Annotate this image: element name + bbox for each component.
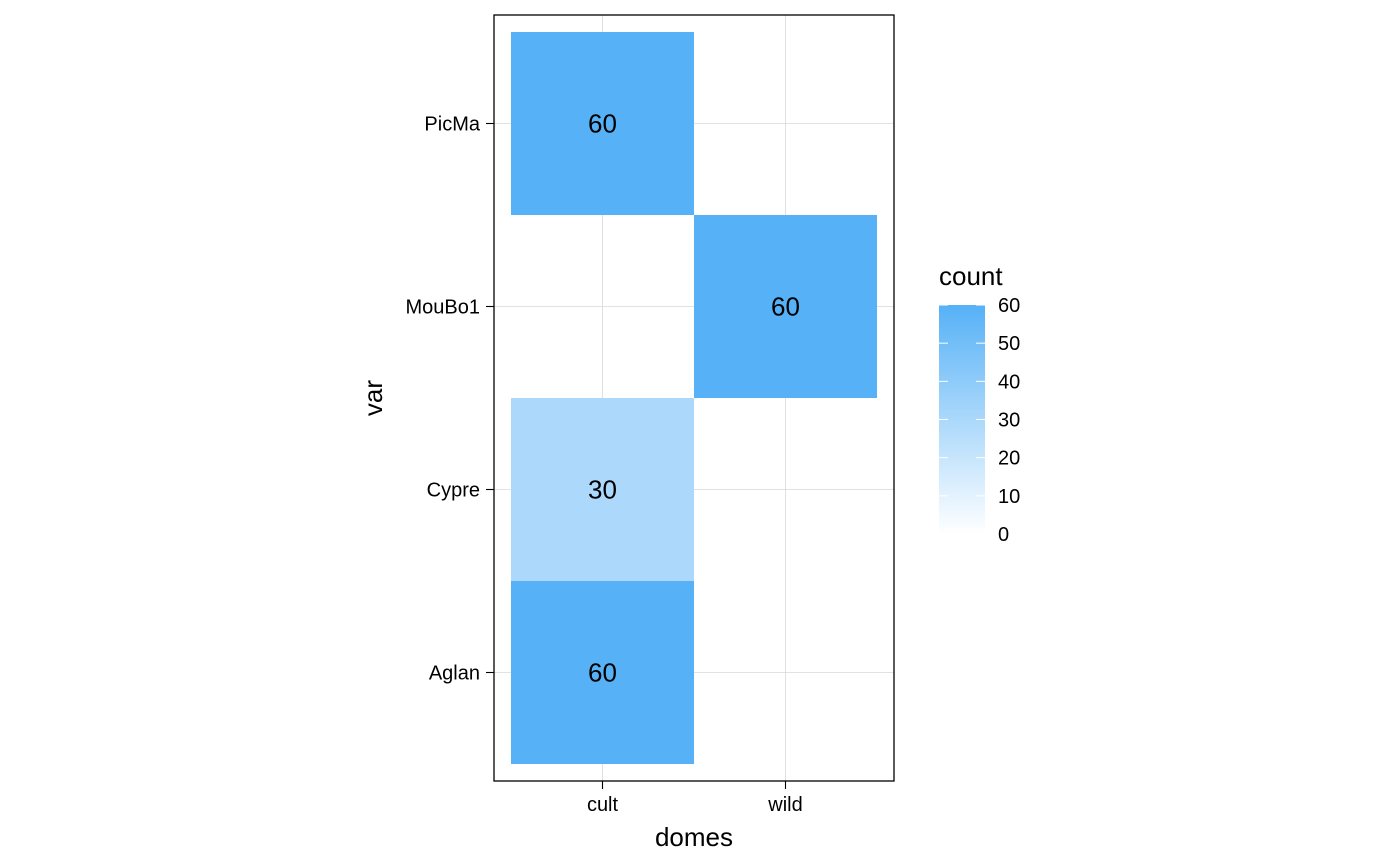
x-axis-title: domes: [655, 822, 733, 852]
y-axis-tick-labels: Aglan Cypre MouBo1 PicMa: [406, 114, 481, 685]
legend-tick-label-40: 40: [998, 371, 1020, 393]
cell-value-label-cult-Aglan: 60: [588, 658, 617, 688]
color-legend: count 0 10 20 30 40 50 60: [939, 261, 1020, 546]
cell-value-label-wild-MouBo1: 60: [771, 292, 800, 322]
cell-value-label-cult-PicMa: 60: [588, 109, 617, 139]
x-axis-tick-labels: cult wild: [587, 794, 803, 816]
heatmap-cell-wild-MouBo1: [694, 215, 877, 398]
heatmap-cell-cult-Cypre: [511, 398, 694, 581]
legend-ticks: [939, 304, 985, 535]
y-tick-label-MouBo1: MouBo1: [406, 297, 481, 319]
cell-value-label-cult-Cypre: 30: [588, 475, 617, 505]
x-tick-label-cult: cult: [587, 794, 619, 816]
y-tick-label-PicMa: PicMa: [424, 114, 480, 136]
legend-tick-label-0: 0: [998, 524, 1009, 546]
legend-tick-label-20: 20: [998, 448, 1020, 470]
legend-tick-label-10: 10: [998, 486, 1020, 508]
x-tick-label-wild: wild: [767, 794, 802, 816]
y-axis-title: var: [358, 380, 388, 416]
legend-tick-labels: 0 10 20 30 40 50 60: [998, 295, 1020, 546]
legend-tick-label-50: 50: [998, 333, 1020, 355]
y-tick-label-Cypre: Cypre: [427, 480, 480, 502]
heatmap-cell-cult-Aglan: [511, 581, 694, 764]
legend-tick-label-30: 30: [998, 410, 1020, 432]
heatmap-cells: [511, 32, 877, 764]
cell-value-labels: 60 60 30 60: [588, 109, 800, 688]
axis-ticks: [486, 122, 787, 789]
legend-tick-label-60: 60: [998, 295, 1020, 317]
heatmap-cell-cult-PicMa: [511, 32, 694, 215]
legend-title: count: [939, 261, 1003, 291]
plot-panel-border: [493, 14, 895, 782]
y-tick-label-Aglan: Aglan: [429, 663, 480, 685]
